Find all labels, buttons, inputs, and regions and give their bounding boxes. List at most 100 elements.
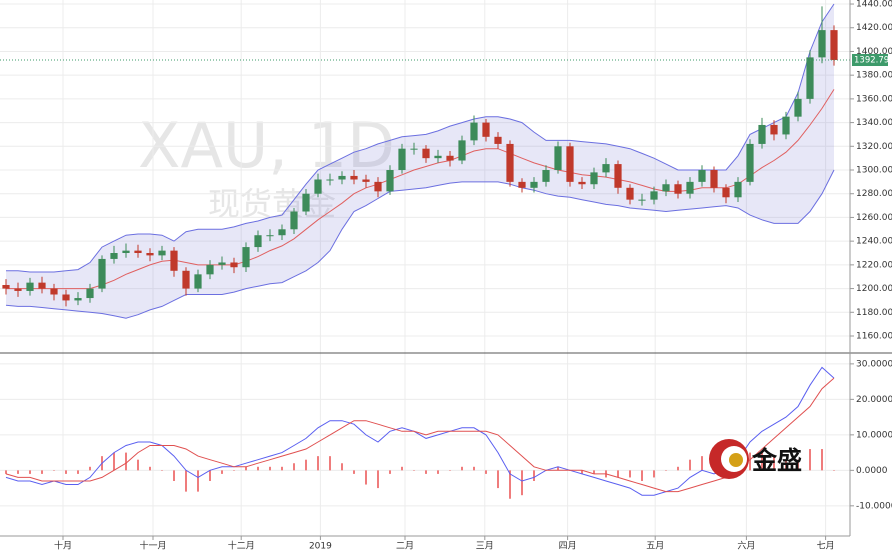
candle-body [158,250,166,256]
histogram-bar [65,470,67,474]
indicator-line [6,3,835,273]
histogram-bar [833,470,835,471]
y-tick-label: 1400.00 [856,47,892,57]
last-price-box [852,54,888,67]
candle-body [830,30,838,61]
histogram-bar [53,470,55,471]
candle-body [254,235,262,248]
histogram-bar [137,459,139,471]
candle-body [554,146,562,171]
histogram-bar [161,470,163,471]
histogram-bar [305,459,307,471]
y-tick-label: 1360.00 [856,94,892,104]
candle-body [266,235,274,237]
candle-body [782,116,790,135]
candle-body [302,193,310,212]
histogram-bar [269,466,271,471]
candle-body [350,175,358,180]
indicator-line [5,377,835,493]
candle-body [62,294,70,301]
histogram-bar [329,456,331,471]
candle-body [110,253,118,259]
histogram-bar [341,463,343,471]
histogram-bar [245,466,247,471]
y-tick-label: 0.0000 [856,466,888,476]
candle-body [74,298,82,301]
candle-body [122,250,130,254]
candle-body [386,170,394,192]
candle-body [470,122,478,141]
histogram-bar [449,470,451,471]
candle-body [770,124,778,135]
candle-body [50,288,58,295]
candle-body [338,175,346,180]
candle-body [218,262,226,265]
candle-body [422,148,430,159]
y-tick-label: 1320.00 [856,142,892,152]
candle-body [134,250,142,254]
histogram-bar [521,470,523,496]
candle-body [230,262,238,268]
x-tick-label: 十二月 [228,540,255,552]
x-tick-label: 十一月 [139,540,166,552]
x-tick-label: 二月 [396,541,414,552]
y-tick-label: 1300.00 [856,166,892,176]
histogram-bar [593,470,595,474]
x-tick-label: 十月 [54,540,72,552]
histogram-bar [17,470,19,474]
y-tick-label: 1220.00 [856,260,892,270]
candle-body [662,184,670,192]
histogram-bar [533,470,535,481]
candle-body [182,270,190,289]
candle-body [530,181,538,188]
histogram-bar [173,470,175,481]
candle-body [14,288,22,291]
y-tick-label: 1240.00 [856,237,892,247]
candle-body [686,181,694,194]
candle-body [278,229,286,236]
candle-body [758,124,766,144]
histogram-bar [113,452,115,471]
histogram-bar [749,452,751,471]
candle-body [98,258,106,289]
histogram-bar [353,470,355,474]
candle-body [362,179,370,182]
y-tick-label: 1380.00 [856,71,892,81]
histogram-bar [257,466,259,471]
histogram-bar [629,470,631,478]
histogram-bar [221,470,223,474]
histogram-bar [293,463,295,471]
candle-body [710,170,718,188]
candle-body [518,181,526,188]
histogram-bar [281,466,283,471]
histogram-bar [497,470,499,489]
x-tick-label: 三月 [476,541,494,552]
x-tick-label: 七月 [817,541,835,552]
last-price-label: 1392.79 [854,56,889,66]
y-tick-label: 1280.00 [856,189,892,199]
candle-body [326,179,334,181]
candle-body [806,57,814,99]
histogram-bar [797,459,799,471]
labels: 1160.00 1180.00 1200.00 1220.00 1240.00 1260.… [54,0,892,552]
histogram-bar [701,456,703,471]
x-tick-label: 2019 [309,542,332,552]
candle-body [86,288,94,299]
candle-body [674,184,682,194]
histogram-bar [473,466,475,471]
histogram-bar [389,470,391,474]
candle-body [566,146,574,182]
x-tick-label: 四月 [559,541,577,552]
histogram-bar [485,470,487,474]
y-tick-label: -10.0000 [856,501,892,511]
candle-body [722,187,730,198]
histogram-bar [5,470,7,474]
candle-body [542,170,550,182]
candle-body [398,148,406,171]
candle-body [434,155,442,159]
histogram-bar [77,470,79,474]
candle-body [206,264,214,275]
histogram-bar [197,470,199,492]
